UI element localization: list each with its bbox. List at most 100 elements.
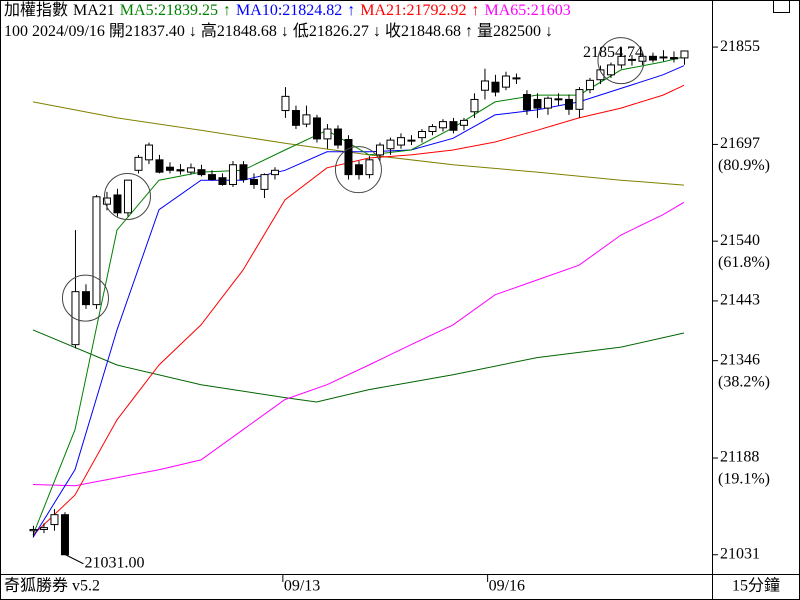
- candle-body: [228, 164, 237, 185]
- ma-line: [32, 201, 685, 487]
- candle-body: [638, 55, 647, 62]
- candle-body: [459, 119, 468, 126]
- fib-label: (38.2%): [718, 373, 770, 390]
- high-annotation: 21854.74: [583, 44, 643, 61]
- period-label: 15分鐘: [732, 577, 780, 595]
- candle-body: [480, 80, 489, 91]
- candle-body: [281, 95, 290, 112]
- candle-body: [617, 55, 626, 66]
- candle-body: [438, 121, 447, 129]
- candle-body: [680, 50, 689, 59]
- info-item: 低21826.27: [293, 22, 369, 40]
- candle-body: [302, 114, 311, 125]
- candle-body: [323, 128, 332, 140]
- ma-line: [32, 65, 685, 538]
- candle-body: [344, 138, 353, 176]
- candle-body: [522, 94, 531, 111]
- y-tick-label: 21346: [720, 351, 760, 368]
- candle-body: [50, 514, 59, 526]
- candle-body: [606, 64, 615, 76]
- highlight-circle: [334, 146, 382, 194]
- candle-body: [249, 179, 258, 185]
- low-annotation: 21031.00: [84, 554, 144, 571]
- candle-body: [92, 196, 101, 306]
- plot-area: 加權指數 MA21 MA5:21839.25 ↑ MA10:21824.82 ↑ MA21:…: [4, 1, 689, 571]
- header-line: 加權指數 MA21 MA5:21839.25 ↑ MA10:21824.82 ↑ MA21:…: [4, 1, 571, 19]
- fib-label: (80.9%): [718, 157, 770, 174]
- candle-body: [113, 194, 122, 214]
- candle-body: [239, 164, 248, 181]
- ma-line: [32, 329, 685, 403]
- candle-body: [533, 98, 542, 109]
- info-item: 開21837.40: [109, 23, 185, 40]
- candle-body: [333, 128, 342, 146]
- candle-body: [176, 169, 185, 172]
- low-pointer: [65, 554, 84, 565]
- info-item: ↓: [373, 23, 381, 40]
- candle-body: [102, 197, 111, 205]
- price-axis: 21855 21697 21540 21443 21346 21188 21031 (80.9…: [712, 38, 770, 562]
- candle-body: [354, 164, 363, 176]
- candle-body: [596, 69, 605, 81]
- y-tick-label: 21188: [720, 449, 759, 466]
- header-item: MA65:21603: [485, 2, 571, 19]
- candle-body: [270, 169, 279, 176]
- y-tick-label: 21031: [720, 545, 760, 562]
- candle-body: [470, 98, 479, 113]
- candle-body: [428, 126, 437, 132]
- info-item: 100 2024/09/16: [4, 23, 105, 40]
- candle-body: [386, 139, 395, 150]
- candle-body: [134, 156, 143, 171]
- candle-body: [512, 77, 521, 80]
- candle-body: [491, 81, 500, 93]
- candle-body: [291, 110, 300, 126]
- info-item: ↓: [545, 23, 553, 40]
- highlight-circle: [61, 274, 109, 322]
- candle-body: [396, 137, 405, 146]
- y-tick-label: 21443: [720, 292, 760, 309]
- header-item: 加權指數: [4, 1, 68, 19]
- candle-body: [60, 514, 69, 556]
- candle-body: [260, 174, 269, 190]
- candle-body: [186, 167, 195, 173]
- y-tick-label: 21697: [720, 135, 760, 152]
- header-item: MA21:21792.92: [360, 2, 466, 19]
- candle-body: [564, 98, 573, 110]
- candle-body: [312, 117, 321, 140]
- candle-body: [407, 139, 416, 142]
- candle-body: [165, 166, 174, 171]
- candle-body: [365, 159, 374, 176]
- app-name: 奇狐勝券 v5.2: [4, 577, 100, 595]
- candle-body: [648, 55, 657, 61]
- info-item: ↑: [465, 23, 473, 40]
- header-item: MA10:21824.82: [236, 2, 342, 19]
- y-tick-label: 21855: [720, 38, 760, 55]
- candle-body: [449, 121, 458, 131]
- highlight-circle: [597, 37, 645, 85]
- info-item: 量282500: [477, 23, 541, 40]
- candle-body: [417, 130, 426, 139]
- candle-body: [543, 97, 552, 109]
- candle-body: [501, 75, 510, 88]
- candle-body: [554, 98, 563, 101]
- header-item: MA5:21839.25: [120, 2, 218, 19]
- header-item: MA21: [73, 2, 115, 19]
- window-button[interactable]: [773, 0, 790, 13]
- highlight-circle: [103, 172, 151, 220]
- candle-body: [375, 144, 384, 156]
- candle-body: [218, 177, 227, 185]
- candle-body: [669, 57, 678, 60]
- header-item: ↑: [472, 2, 480, 19]
- info-line: 100 2024/09/16 開21837.40 ↓ 高21848.68 ↓ 低21826…: [4, 22, 553, 40]
- fib-label: (61.8%): [718, 254, 770, 271]
- fib-label: (19.1%): [718, 471, 770, 488]
- candle-body: [39, 527, 48, 530]
- info-item: ↓: [189, 23, 197, 40]
- header-item: ↑: [347, 2, 355, 19]
- candle-body: [71, 291, 80, 346]
- candle-body: [197, 169, 206, 176]
- candle-body: [123, 179, 132, 214]
